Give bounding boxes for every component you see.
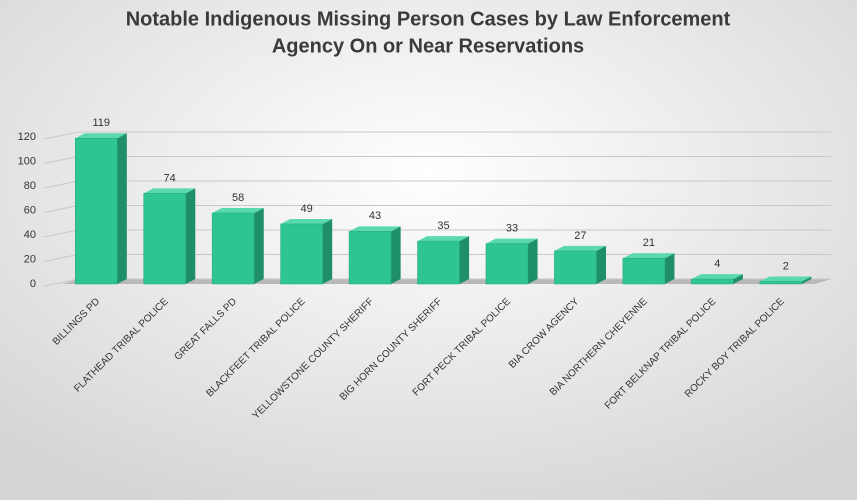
y-tick-label: 120 [18, 131, 36, 143]
bar [691, 278, 734, 285]
bar-side [459, 236, 470, 284]
bar-side [596, 245, 607, 284]
grid-slant [43, 205, 79, 213]
bar [485, 243, 529, 285]
bar [74, 137, 118, 285]
y-tick-label: 80 [24, 180, 36, 192]
bar [280, 223, 323, 285]
bar-side [185, 188, 196, 284]
grid-slant [43, 278, 79, 287]
value-label: 35 [437, 220, 449, 232]
bar [211, 212, 255, 285]
y-tick-label: 60 [24, 204, 36, 216]
bar-top [280, 218, 333, 224]
bar-top [212, 207, 264, 213]
bar-side [254, 207, 264, 284]
bar-top [485, 238, 538, 244]
bar-top [75, 133, 127, 139]
grid-slant [43, 254, 79, 262]
grid-slant [43, 180, 79, 189]
bar-top [417, 236, 470, 242]
value-label: 21 [643, 237, 655, 249]
value-label: 4 [714, 258, 720, 270]
value-label: 2 [783, 260, 789, 272]
bar [417, 240, 460, 285]
bar [554, 250, 597, 285]
bar [143, 193, 186, 285]
chart-title: Notable Indigenous Missing Person Cases … [126, 8, 731, 30]
bar-side [117, 133, 127, 284]
grid-slant [43, 229, 79, 238]
bar-top [554, 245, 607, 251]
bar-top [349, 226, 401, 232]
value-label: 33 [506, 222, 518, 234]
bar-top [622, 253, 675, 259]
grid-slant [43, 156, 79, 164]
bar-side [801, 276, 812, 284]
value-label: 49 [300, 203, 312, 215]
y-tick-label: 40 [24, 229, 36, 241]
value-label: 119 [92, 117, 110, 129]
value-label: 27 [574, 230, 586, 242]
y-tick-label: 20 [24, 253, 36, 265]
bar [348, 231, 392, 285]
chart-subtitle: Agency On or Near Reservations [272, 35, 584, 57]
bar-side [391, 226, 401, 284]
y-tick-label: 100 [18, 155, 36, 167]
value-label: 74 [164, 172, 176, 184]
bar-side [733, 274, 743, 284]
bar [622, 258, 666, 285]
value-label: 58 [232, 192, 244, 204]
bar [759, 281, 803, 285]
bar-top [691, 274, 743, 280]
bar-top [143, 188, 196, 194]
bar-top [759, 276, 812, 282]
y-tick-label: 0 [30, 278, 36, 290]
value-label: 43 [369, 210, 381, 222]
grid-slant [43, 131, 79, 140]
bar-side [322, 218, 333, 284]
bar-side [664, 253, 675, 284]
bar-side [527, 238, 538, 284]
